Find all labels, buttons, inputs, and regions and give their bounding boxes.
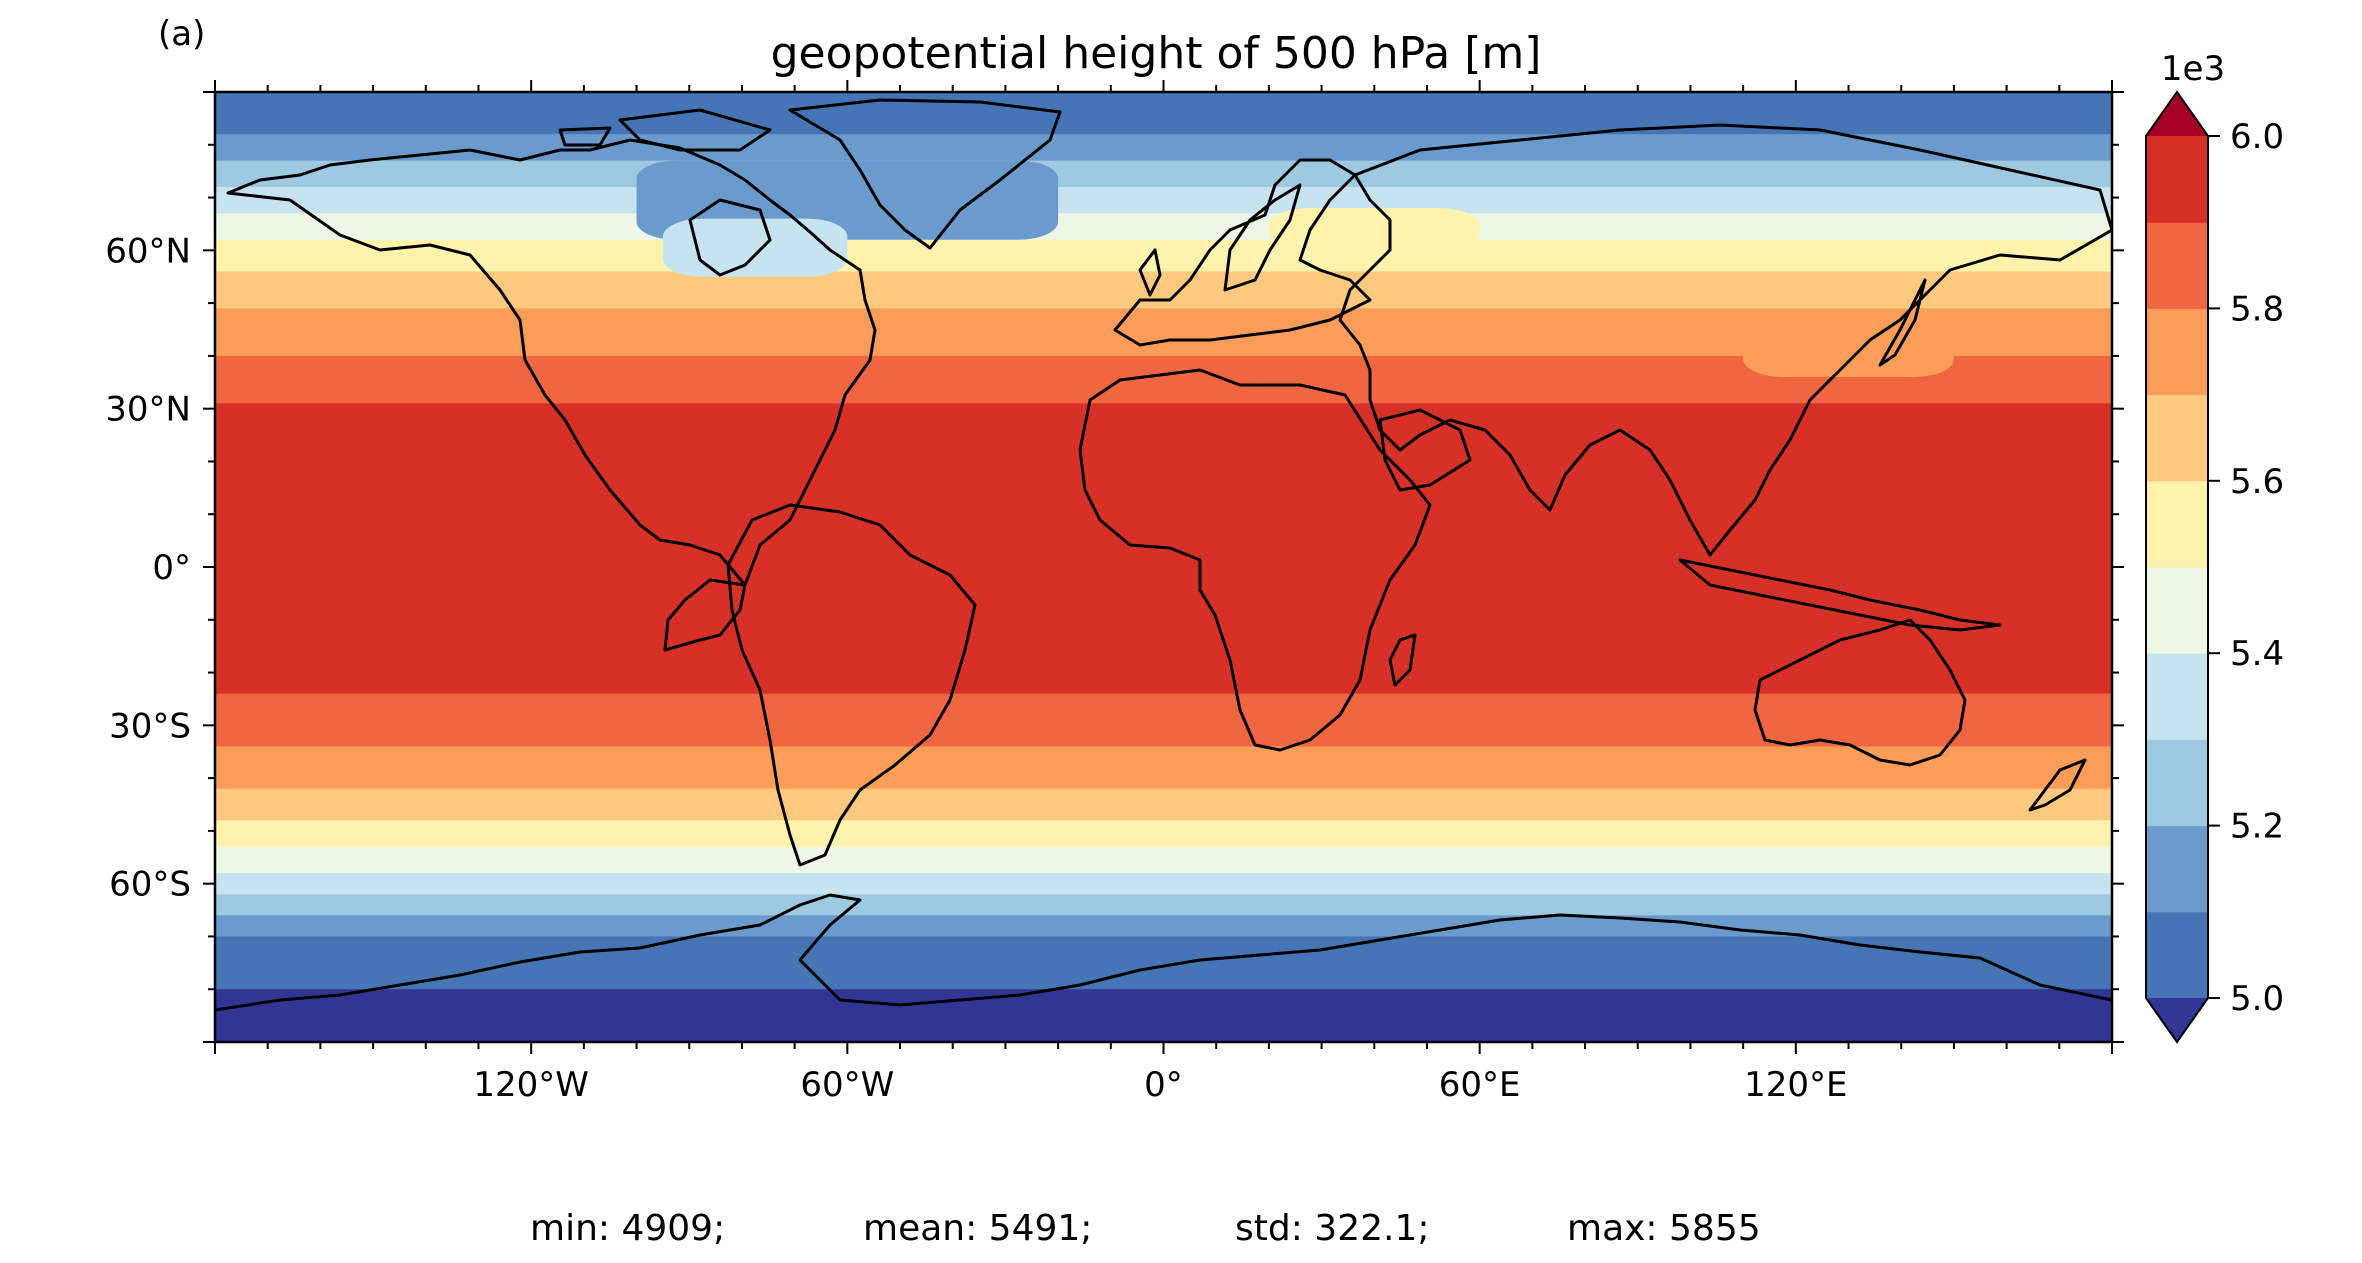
- coastline-hudson-bay: [688, 198, 772, 277]
- colorbar-levels: [2145, 90, 2209, 1044]
- contour-band: [215, 271, 2112, 309]
- colorbar-tick-label: 5.2: [2230, 807, 2284, 847]
- colorbar-extend-under: [2146, 998, 2208, 1042]
- coastline-layer: [215, 98, 2112, 1012]
- colorbar-level: [2146, 825, 2208, 913]
- y-tick-label: 30°S: [109, 706, 191, 746]
- colorbar-level: [2146, 567, 2208, 654]
- chart-title: geopotential height of 500 hPa [m]: [771, 28, 1542, 79]
- coastline-japan: [1878, 278, 1927, 367]
- y-tick-label: 60°S: [109, 865, 191, 905]
- contour-band: [215, 92, 2112, 135]
- contour-region-hudson-low: [662, 218, 848, 277]
- y-axis-ticks: 60°N 30°N 0° 30°S 60°S: [105, 91, 2124, 1043]
- colorbar-tick-label: 6.0: [2230, 117, 2284, 157]
- colorbar-level: [2146, 136, 2208, 223]
- coastline-europe: [1113, 158, 1372, 347]
- colorbar-multiplier: 1e3: [2161, 49, 2225, 89]
- contour-band: [215, 213, 2112, 241]
- y-tick-label: 30°N: [105, 390, 191, 430]
- contour-band: [215, 746, 2112, 790]
- stat-mean: mean: 5491;: [863, 1208, 1092, 1249]
- contour-band: [215, 873, 2112, 895]
- colorbar-level: [2146, 308, 2208, 396]
- x-tick-label: 120°W: [473, 1065, 589, 1105]
- contour-band: [215, 894, 2112, 916]
- coastline-africa: [1078, 368, 1432, 752]
- contour-band: [215, 788, 2112, 821]
- x-tick-label: 60°E: [1439, 1065, 1521, 1105]
- stat-max: max: 5855: [1567, 1208, 1761, 1249]
- colorbar-tick-label: 5.4: [2230, 634, 2284, 674]
- contour-band: [215, 915, 2112, 937]
- colorbar-extend-over: [2146, 92, 2208, 136]
- colorbar-level: [2146, 394, 2208, 482]
- contour-band: [215, 239, 2112, 272]
- stat-std: std: 322.1;: [1235, 1208, 1429, 1249]
- x-axis-ticks: 120°W 60°W 0° 60°E 120°E: [214, 80, 2113, 1105]
- coastline-arctic-islands: [558, 108, 772, 152]
- coastline-indonesia: [1678, 558, 2002, 632]
- contour-band: [215, 846, 2112, 874]
- y-tick-label: 60°N: [105, 231, 191, 271]
- colorbar-level: [2146, 739, 2208, 827]
- coastline-antarctica: [215, 893, 2112, 1012]
- colorbar-tick-label: 5.8: [2230, 289, 2284, 329]
- stats-line: min: 4909; mean: 5491; std: 322.1; max: …: [530, 1208, 1761, 1249]
- contour-region-east-asia-trough: [1743, 324, 1954, 377]
- contour-band: [215, 160, 2112, 188]
- colorbar-ticks: 5.0 5.2 5.4 5.6 5.8 6.0: [2208, 117, 2284, 1019]
- contour-region-siberia-ridge: [1268, 208, 1480, 251]
- coastline-new-zealand: [2028, 758, 2087, 812]
- colorbar: 5.0 5.2 5.4 5.6 5.8 6.0 1e3: [2145, 49, 2284, 1044]
- colorbar-tick-label: 5.0: [2230, 979, 2284, 1019]
- coastline-british-isles: [1138, 248, 1162, 297]
- contour-band: [215, 693, 2112, 747]
- contour-region-antarctic-core: [531, 999, 1322, 1042]
- coastline-arabia: [1378, 408, 1472, 492]
- contour-band: [215, 936, 2112, 990]
- colorbar-level: [2146, 911, 2208, 999]
- coastline-scandinavia: [1223, 183, 1302, 292]
- map-axes: 120°W 60°W 0° 60°E 120°E 60°N 30°N 0° 30°S 60°S: [105, 80, 2124, 1105]
- contour-band: [215, 820, 2112, 848]
- x-tick-label: 60°W: [800, 1065, 894, 1105]
- colorbar-level: [2146, 653, 2208, 740]
- coastline-north-america: [226, 138, 877, 652]
- contour-fill-layer: [215, 92, 2112, 1042]
- coastline-greenland: [788, 98, 1062, 250]
- coastline-madagascar: [1388, 633, 1417, 687]
- coastline-asia: [1338, 123, 2112, 557]
- x-tick-label: 120°E: [1744, 1065, 1847, 1105]
- colorbar-level: [2146, 222, 2208, 309]
- colorbar-level: [2146, 480, 2208, 568]
- y-tick-label: 0°: [152, 548, 191, 588]
- stat-min: min: 4909;: [530, 1208, 725, 1249]
- coastline-south-america: [726, 503, 977, 867]
- coastline-australia: [1753, 618, 1967, 767]
- colorbar-tick-label: 5.6: [2230, 462, 2284, 502]
- x-tick-label: 0°: [1144, 1065, 1183, 1105]
- panel-label: (a): [158, 14, 205, 54]
- contour-band: [215, 187, 2112, 214]
